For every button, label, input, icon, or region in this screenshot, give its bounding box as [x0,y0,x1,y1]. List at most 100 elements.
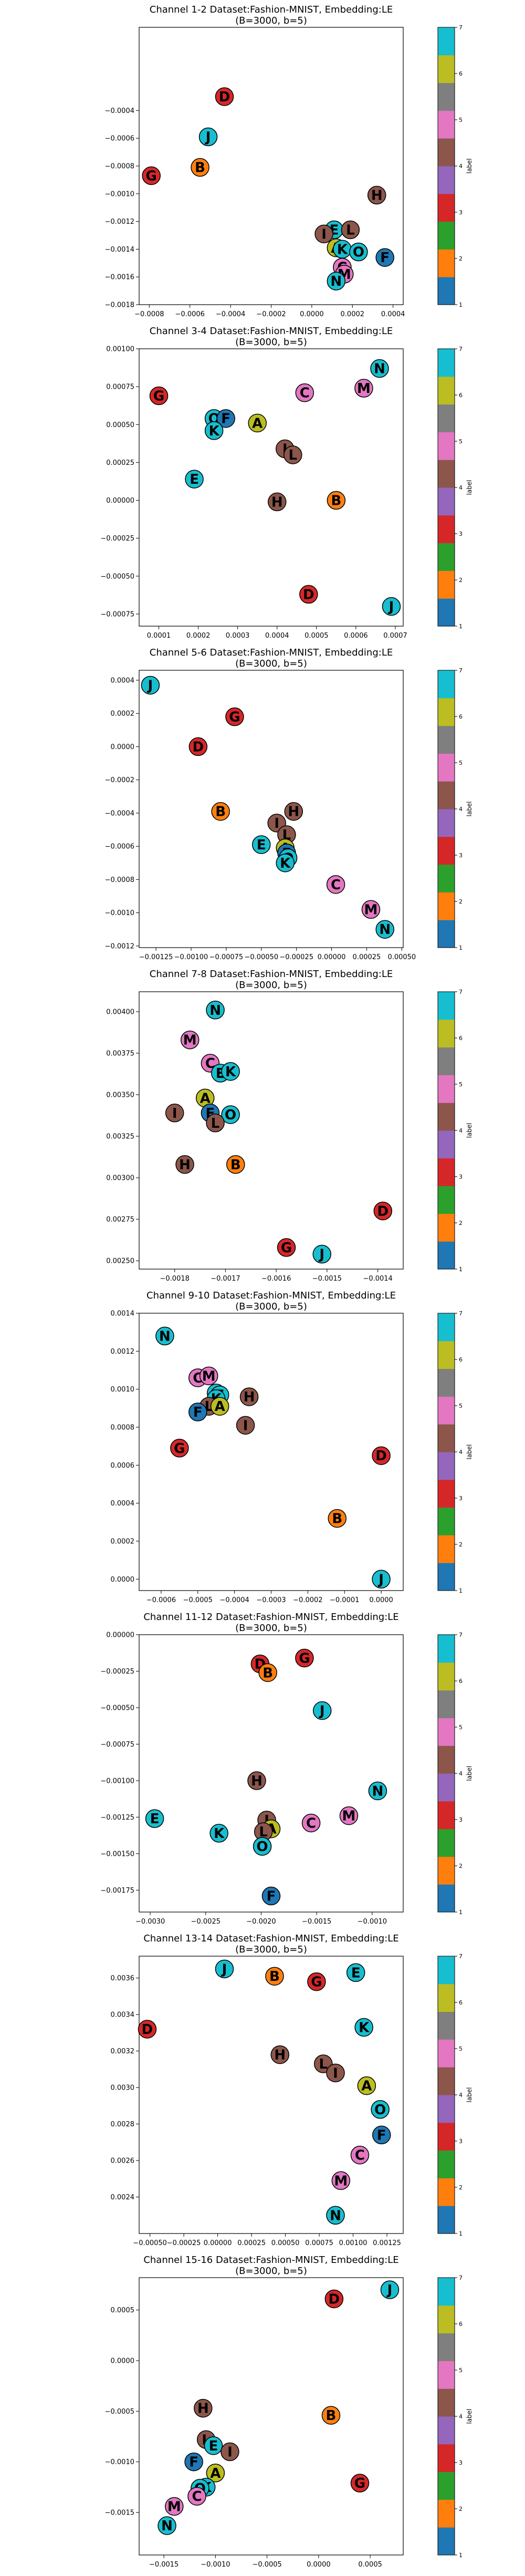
colorbar-segment [438,698,455,726]
y-tick-label: −0.0014 [105,246,134,254]
colorbar-segment [438,992,455,1020]
point-label: B [230,1157,241,1173]
point-label: N [161,2518,173,2534]
y-tick-label: 0.00275 [106,1216,134,1224]
colorbar-label: label [466,2087,473,2102]
data-point-B: B [226,1155,245,1174]
point-label: J [221,1961,227,1977]
point-marker [331,2171,351,2190]
x-tick-label: 0.00100 [339,2239,368,2247]
colorbar-segment [438,2178,455,2206]
colorbar-segment [438,221,455,250]
x-tick-label: −0.0004 [216,310,245,318]
colorbar-tick-label: 1 [459,1587,463,1594]
point-label: D [142,2022,153,2038]
colorbar-segment [438,1368,455,1397]
colorbar-segment [438,1424,455,1452]
colorbar-tick-label: 7 [459,1632,463,1638]
point-marker [284,802,303,821]
point-marker [380,2280,400,2299]
colorbar-tick-label: 6 [459,70,463,77]
point-marker [350,2145,370,2165]
data-point-H: H [284,802,303,821]
chart-panel-4: Channel 7-8 Dataset:Fashion-MNIST, Embed… [106,969,473,1283]
point-marker [284,445,302,464]
data-point-J: J [312,1244,331,1264]
data-point-G: G [142,166,161,185]
colorbar-label: label [466,1123,473,1138]
point-marker [211,802,230,821]
point-label: A [200,1090,211,1106]
colorbar-segment [438,864,455,892]
point-label: F [267,1888,276,1904]
point-label: I [172,1106,177,1121]
point-marker [354,2018,373,2037]
colorbar-tick-label: 5 [459,2367,463,2374]
point-marker [221,1105,240,1124]
point-marker [155,1326,174,1346]
data-point-H: H [367,185,386,205]
colorbar-tick-label: 4 [459,2413,463,2420]
colorbar-segment [438,2150,455,2178]
data-point-K: K [221,1062,240,1081]
point-label: O [374,2102,386,2118]
colorbar-segment [438,249,455,277]
point-label: C [192,2489,202,2505]
point-label: G [311,1975,322,1990]
colorbar-tick-label: 3 [459,1173,463,1180]
y-tick-label: −0.00175 [100,1887,134,1895]
x-tick-label: 0.0004 [265,632,289,640]
colorbar-segment [438,1690,455,1718]
point-label: G [354,2476,365,2491]
data-point-A: A [210,1397,229,1416]
chart-title: Channel 7-8 Dataset:Fashion-MNIST, Embed… [150,969,393,980]
data-point-N: N [155,1326,174,1346]
colorbar-segment [438,1186,455,1214]
data-point-C: C [187,2487,206,2506]
point-marker [215,87,234,106]
colorbar-segment [438,138,455,167]
point-marker [216,409,235,428]
chart-subtitle: (B=3000, b=5) [235,337,307,348]
data-point-N: N [327,272,346,290]
colorbar-segment [438,2527,455,2556]
colorbar-segment [438,1452,455,1480]
data-point-G: G [149,386,169,406]
point-marker [327,491,346,510]
data-point-C: C [295,383,314,402]
colorbar-segment [438,2122,455,2151]
colorbar-tick-label: 5 [459,1081,463,1088]
x-tick-label: 0.00125 [373,2239,401,2247]
point-marker [321,2406,341,2425]
data-point-B: B [258,1663,277,1682]
data-point-I: I [220,2442,239,2461]
point-label: H [271,494,283,510]
point-marker [346,1963,365,1982]
point-marker [180,1030,200,1050]
colorbar-segment [438,376,455,405]
point-label: N [374,361,385,377]
y-tick-label: −0.0004 [105,809,134,817]
data-point-K: K [333,240,352,259]
data-point-J: J [215,1959,234,1979]
x-tick-label: −0.0025 [191,1918,220,1926]
colorbar-segment [438,1241,455,1270]
data-point-G: G [350,2474,370,2492]
y-tick-label: 0.00050 [106,421,134,429]
data-point-H: H [175,1155,194,1174]
y-tick-label: 0.0002 [111,1538,135,1545]
point-label: N [330,274,342,289]
point-marker [367,185,386,205]
colorbar-segment [438,277,455,305]
colorbar-segment [438,404,455,432]
colorbar-tick-label: 1 [459,2552,463,2559]
colorbar-segment [438,166,455,194]
point-label: C [355,2148,365,2164]
x-tick-label: −0.00075 [209,953,244,961]
point-marker [326,2063,345,2083]
data-point-J: J [312,1701,332,1720]
point-marker [324,2289,344,2309]
colorbar-segment [438,2416,455,2445]
point-marker [220,2442,239,2461]
colorbar-tick-label: 6 [459,1999,463,2006]
